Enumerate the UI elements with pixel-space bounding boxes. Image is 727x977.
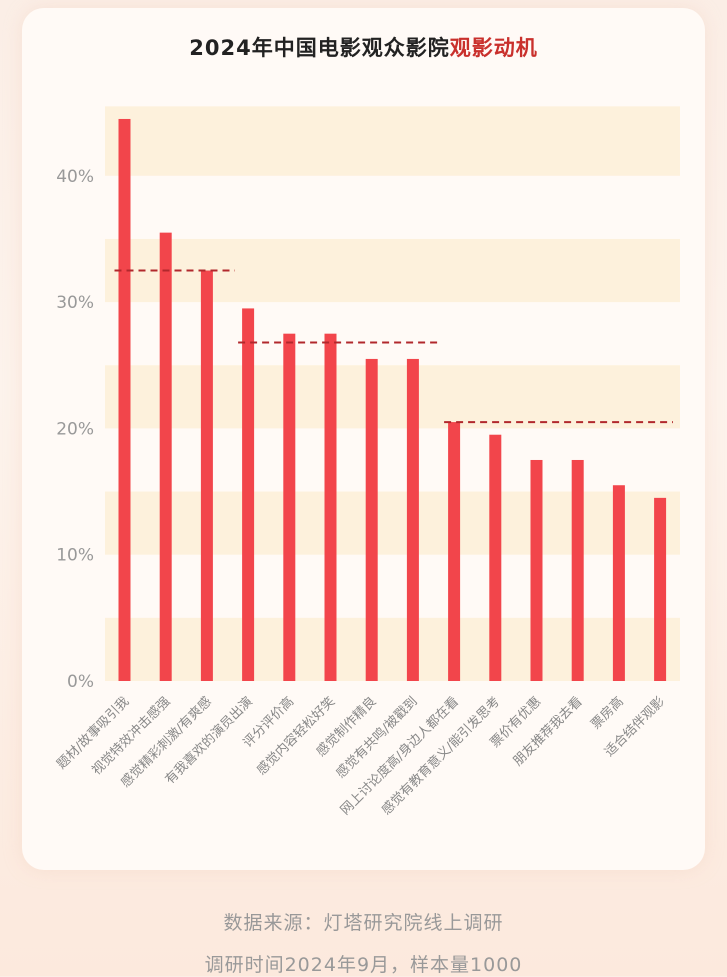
chart-title-highlight: 观影动机 bbox=[449, 36, 538, 60]
bar bbox=[654, 497, 667, 681]
x-tick-label: 感觉内容轻松好笑 bbox=[253, 694, 338, 779]
bar bbox=[489, 434, 502, 681]
bar bbox=[242, 308, 255, 681]
background-band bbox=[105, 106, 680, 164]
x-tick-label: 题材/故事吸引我 bbox=[54, 694, 132, 772]
bar bbox=[448, 422, 461, 681]
bar-chart: 0%10%20%30%40%题材/故事吸引我视觉特效冲击感强感觉精彩刺激/有爽感… bbox=[54, 106, 680, 818]
bar bbox=[118, 118, 131, 682]
y-tick-label: 40% bbox=[56, 167, 94, 187]
survey-info-note: 调研时间2024年9月，样本量1000 bbox=[204, 954, 523, 976]
y-tick-label: 20% bbox=[56, 419, 94, 439]
y-tick-label: 30% bbox=[56, 293, 94, 313]
background-band bbox=[105, 617, 680, 681]
chart-title: 2024年中国电影观众影院观影动机 bbox=[0, 32, 727, 62]
bar bbox=[406, 358, 419, 681]
x-tick-label: 朋友推荐我去看 bbox=[510, 694, 586, 770]
bar bbox=[571, 459, 584, 681]
x-tick-label: 票房高 bbox=[588, 694, 627, 733]
data-source-note: 数据来源：灯塔研究院线上调研 bbox=[223, 912, 504, 934]
bar bbox=[324, 333, 337, 681]
y-tick-label: 10% bbox=[56, 546, 94, 566]
background-band bbox=[105, 491, 680, 555]
background-band bbox=[105, 365, 680, 429]
x-tick-label: 视觉特效冲击感强 bbox=[89, 694, 174, 779]
bar bbox=[283, 333, 296, 681]
bar bbox=[159, 232, 172, 681]
bar bbox=[612, 485, 625, 681]
y-tick-label: 0% bbox=[67, 672, 94, 692]
bar bbox=[530, 459, 543, 681]
chart-title-main: 2024年中国电影观众影院 bbox=[189, 36, 450, 60]
bar bbox=[200, 270, 213, 681]
bar bbox=[365, 358, 378, 681]
